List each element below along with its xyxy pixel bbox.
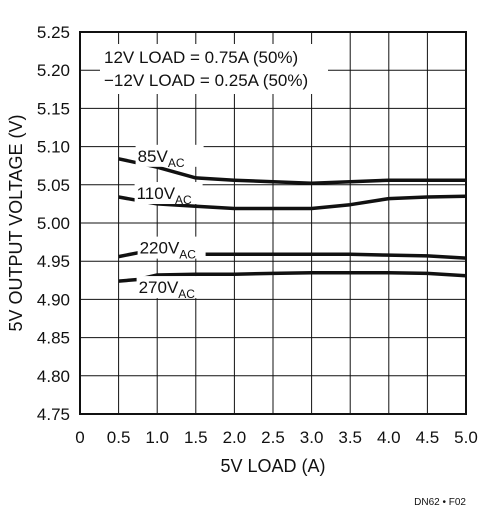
annotation-12v-load: 12V LOAD = 0.75A (50%)	[104, 48, 298, 67]
x-tick-label: 3.0	[300, 428, 324, 447]
series-label-background	[134, 182, 203, 205]
x-tick-label: 1.0	[145, 428, 169, 447]
series-label-background	[135, 144, 204, 167]
series-label: 85VAC	[138, 147, 185, 170]
x-tick-label: 1.5	[184, 428, 208, 447]
tick-labels: 0 0.5 1.0 1.5 2.0 2.5 3.0 3.5 4.0 4.5 5.0 4.75 4.80 4…	[37, 23, 478, 447]
annotation-background	[100, 44, 328, 94]
y-tick-label: 5.00	[37, 214, 70, 233]
y-tick-label: 4.85	[37, 329, 70, 348]
x-tick-label: 2.5	[261, 428, 285, 447]
plot-frame	[79, 31, 467, 415]
figure-footer: DN62 • F02	[414, 497, 466, 508]
y-tick-label: 4.75	[37, 405, 70, 424]
series-line-110vac	[118, 194, 467, 211]
y-tick-label: 5.20	[37, 61, 70, 80]
series-labels: 85VAC 110VAC 220VAC 270VAC	[134, 144, 206, 301]
x-tick-label: 5.0	[454, 428, 478, 447]
series-line-85vac	[118, 157, 466, 186]
annotation-minus12v-load: −12V LOAD = 0.25A (50%)	[104, 71, 308, 90]
x-tick-label: 4.0	[377, 428, 401, 447]
x-tick-label: 4.5	[416, 428, 440, 447]
x-tick-label: 3.5	[338, 428, 362, 447]
x-tick-label: 2.0	[223, 428, 247, 447]
x-axis-title: 5V LOAD (A)	[220, 456, 325, 476]
series-lines	[118, 157, 467, 283]
y-tick-label: 4.90	[37, 290, 70, 309]
series-label-background	[136, 276, 205, 299]
x-tick-label: 0	[75, 428, 84, 447]
y-tick-label: 5.10	[37, 138, 70, 157]
y-tick-label: 4.80	[37, 367, 70, 386]
y-axis-title: 5V OUTPUT VOLTAGE (V)	[6, 114, 26, 331]
series-label-background	[137, 236, 206, 259]
series-label: 270VAC	[139, 278, 196, 301]
y-tick-label: 5.25	[37, 23, 70, 42]
x-tick-label: 0.5	[107, 428, 131, 447]
series-label: 110VAC	[137, 184, 192, 207]
y-tick-label: 4.95	[37, 252, 70, 271]
series-label: 220VAC	[140, 239, 197, 262]
y-tick-label: 5.05	[37, 176, 70, 195]
y-tick-label: 5.15	[37, 99, 70, 118]
